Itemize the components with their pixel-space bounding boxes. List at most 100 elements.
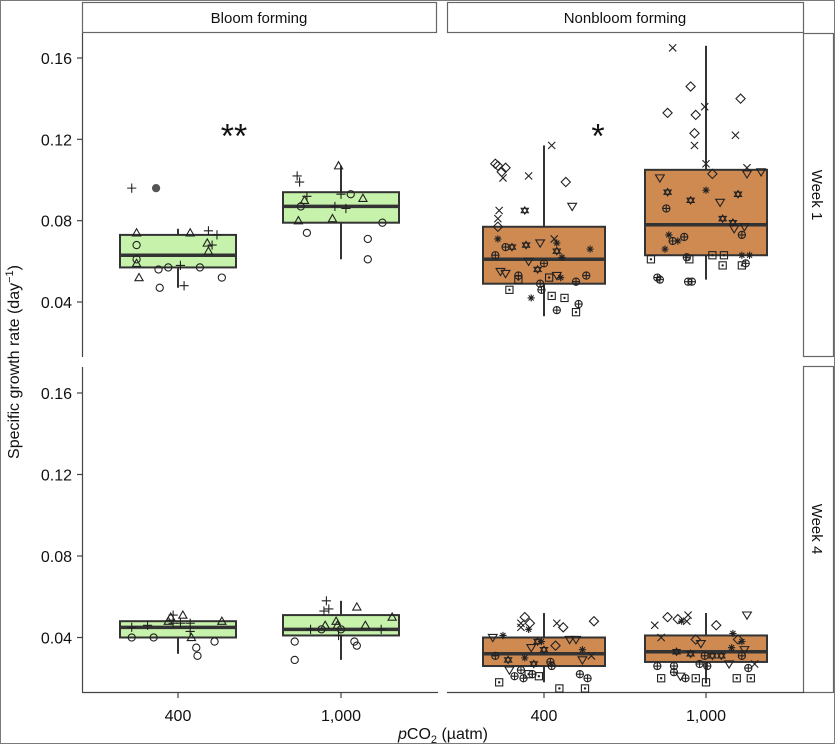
point-cross [668,43,677,52]
x-tick-label: 400 [165,708,192,725]
point-triangle-down [566,202,578,212]
point-square-dot-center [735,677,738,680]
strip-box-week4 [802,365,835,694]
point-circle-plus-cross [553,306,561,314]
point-square-dot [685,255,694,264]
significance-marker: * [591,117,604,155]
point-circle-plus-cross [574,300,583,308]
point-square-dot [571,308,581,317]
point-triangle-down [728,225,740,234]
y-tick-label: 0.12 [41,132,72,149]
point-circle-plus-cross [536,280,544,288]
strip-label-nonbloom: Nonbloom forming [564,10,687,27]
point-triangle [357,193,368,202]
point-triangle-down [504,666,515,676]
point-diamond [557,621,569,633]
point-cross [731,131,740,140]
point-circle-plus-cross [656,276,664,284]
point-circle-plus-cross [546,658,555,666]
point-circle [217,273,226,282]
point-plus [305,624,316,634]
point-square-dot-center [547,276,551,279]
significance-marker: ** [221,117,247,155]
point-cross [682,617,691,626]
point-cross [516,623,525,632]
point-circle [290,637,299,646]
point-asterisk [674,237,682,245]
point-square-dot-center [517,278,520,281]
point-circle [132,240,141,250]
point-square-dot [555,684,564,693]
point-square-dot [560,293,569,303]
point-plus [330,201,340,212]
point-circle-plus-cross [680,233,688,241]
point-square-dot [657,674,666,683]
point-plus [207,240,217,250]
point-circle-plus-cross [519,674,528,682]
point-square-dot-center [659,677,663,680]
strip-box-nonbloom [446,1,805,34]
x-axis-title: pCO2 (µatm) [397,726,488,744]
point-circle [350,637,359,646]
point-triangle-down [723,660,735,670]
point-square-dot-center [711,254,714,257]
strip-box-bloom [81,1,438,34]
point-plus [203,226,214,236]
point-circle-plus-cross [583,674,592,682]
point-square-dot [691,674,700,683]
point-circle [193,651,202,660]
point-plus [127,183,137,193]
point-star-of-david [552,246,562,256]
point-circle [296,202,305,211]
y-tick-label: 0.04 [41,295,72,312]
point-plus [294,177,305,187]
point-circle-plus-cross [738,231,746,239]
point-diamond [707,168,718,180]
point-cross [750,659,759,668]
point-triangle [333,160,344,170]
point-asterisk [553,239,561,247]
point-triangle-down [570,635,582,645]
point-triangle [327,213,338,223]
point-circle-plus-cross [688,278,696,286]
point-square-dot-center [704,681,708,684]
point-triangle [360,620,371,629]
point-circle-plus-cross [576,670,584,678]
point-triangle [351,601,362,611]
point-square-dot [701,678,711,687]
point-square-dot-center [537,675,541,678]
point-star-of-david [521,240,531,250]
point-asterisk [729,629,737,638]
point-circle [155,283,164,292]
point-square-dot [708,251,717,260]
point-circle [352,641,361,650]
point-diamond [560,176,572,188]
point-triangle-down [741,170,753,180]
point-star-of-david [507,242,517,252]
point-circle-plus-cross [510,672,519,680]
point-circle-plus-cross [703,662,711,670]
point-triangle-down [654,174,666,184]
point-asterisk [525,625,533,633]
point-asterisk [745,251,754,259]
point-square-dot-center [749,677,753,680]
point-asterisk [558,253,566,261]
point-square-dot-center [574,310,578,314]
point-triangle-down [741,611,753,621]
point-diamond [550,640,561,652]
x-tick-label: 1,000 [321,708,361,725]
point-circle [336,625,346,634]
point-plus [321,596,331,606]
point-plus [319,606,329,616]
point-triangle-down [523,257,535,267]
point-diamond [732,634,744,645]
point-plus [292,171,302,181]
point-diamond [710,619,722,631]
box [644,168,768,257]
point-triangle-down [739,223,750,232]
point-square-dot [505,285,514,294]
point-diamond [689,127,700,139]
point-circle [132,255,141,264]
point-circle [192,643,201,652]
